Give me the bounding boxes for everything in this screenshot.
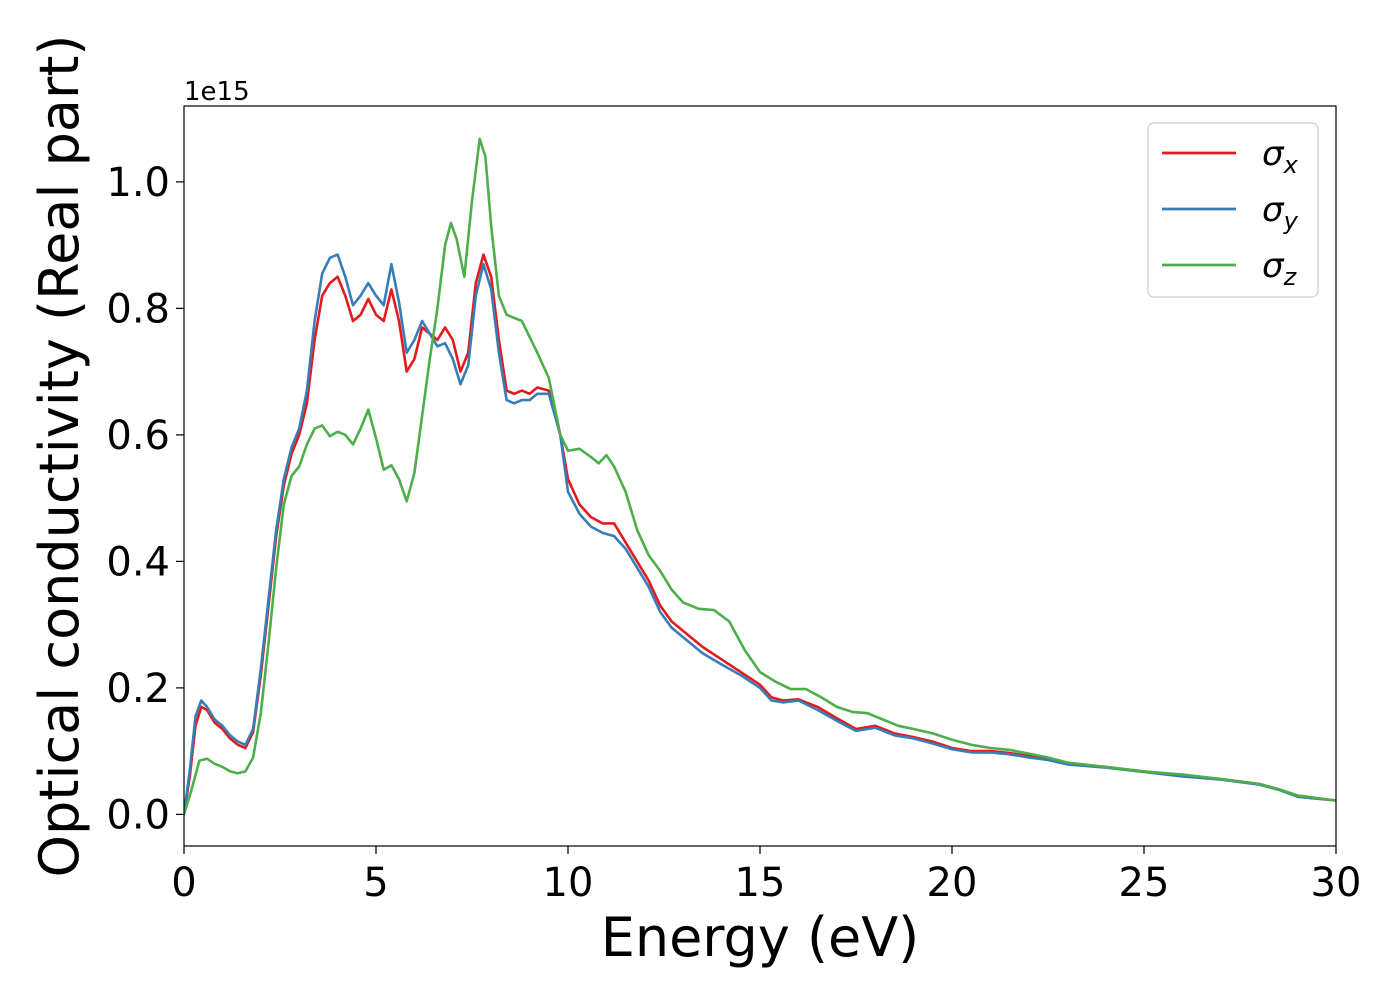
series-layer — [184, 137, 1336, 816]
y-tick-label: 0.2 — [106, 666, 170, 712]
legend-symbol: σ — [1262, 134, 1285, 174]
legend-item: σz — [1162, 246, 1298, 291]
x-axis-label: Energy (eV) — [601, 906, 920, 969]
legend-label: σx — [1262, 134, 1299, 179]
legend-label: σz — [1262, 246, 1298, 291]
series-line-z — [184, 137, 1336, 816]
series-line-x — [184, 253, 1336, 816]
y-axis-label: Optical conductivity (Real part) — [28, 35, 91, 878]
legend-symbol: σ — [1262, 246, 1285, 286]
ticks-layer: 0 5 10 15 20 25 30 0.0 0.2 0.4 0.6 0.8 1.0 — [106, 160, 1361, 906]
x-tick-label: 20 — [927, 860, 978, 906]
legend-subscript: x — [1283, 151, 1299, 179]
legend-subscript: y — [1283, 207, 1299, 235]
x-tick-label: 10 — [543, 860, 594, 906]
series-line-y — [184, 253, 1336, 816]
y-tick-label: 0.0 — [106, 792, 170, 838]
y-tick-label: 1.0 — [106, 160, 170, 206]
legend-symbol: σ — [1262, 190, 1285, 230]
legend-item: σy — [1162, 190, 1299, 235]
y-tick-label: 0.4 — [106, 539, 170, 585]
x-tick-label: 25 — [1119, 860, 1170, 906]
legend-subscript: z — [1283, 263, 1298, 291]
y-tick-label: 0.8 — [106, 286, 170, 332]
x-tick-label: 0 — [171, 860, 196, 906]
legend-label: σy — [1262, 190, 1299, 235]
x-tick-label: 30 — [1311, 860, 1362, 906]
x-tick-label: 15 — [735, 860, 786, 906]
y-offset-label: 1e15 — [184, 77, 250, 107]
y-tick-label: 0.6 — [106, 413, 170, 459]
x-tick-label: 5 — [363, 860, 388, 906]
legend-item: σx — [1162, 134, 1299, 179]
